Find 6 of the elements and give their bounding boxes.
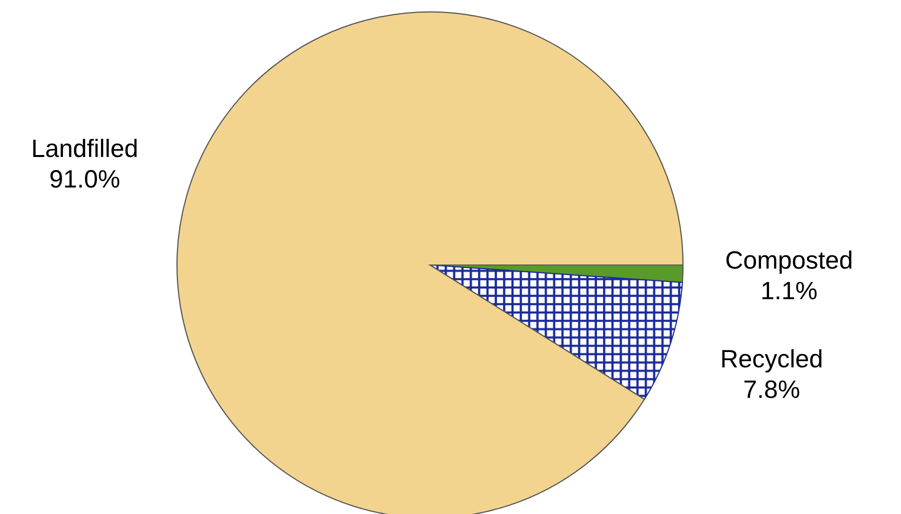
- slice-label: Landfilled: [33, 138, 137, 158]
- data-label: 7.8%: [744, 380, 800, 398]
- slice-label: Recycled: [722, 349, 822, 372]
- slice-label: Composted: [726, 250, 852, 274]
- data-label: 1.1%: [762, 282, 817, 300]
- data-label: 91.0%: [50, 170, 120, 188]
